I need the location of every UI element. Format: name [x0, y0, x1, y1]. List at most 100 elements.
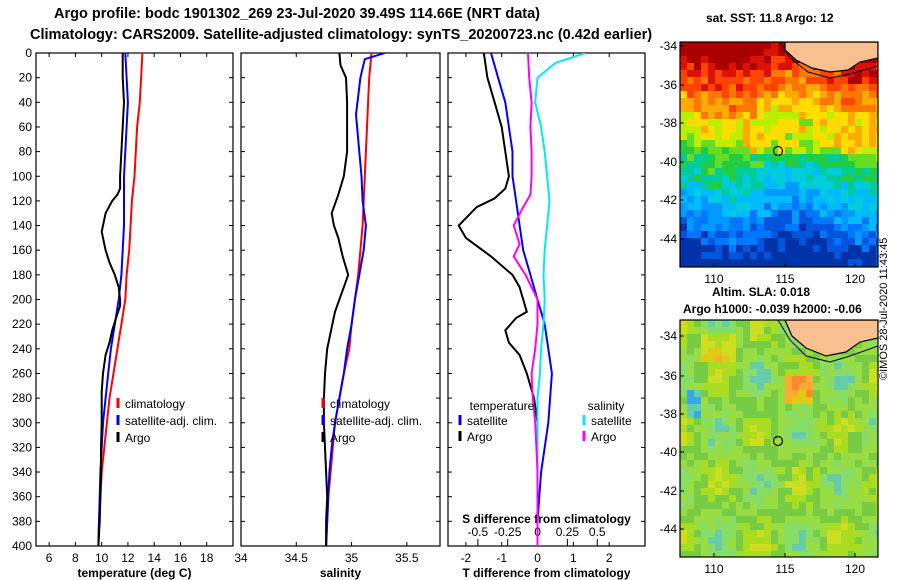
lat-tick-label: -36 [660, 369, 678, 383]
lon-tick-label: 120 [845, 272, 865, 286]
argo-position-marker [772, 435, 784, 447]
sst-map-title: sat. SST: 11.8 Argo: 12 [706, 11, 834, 25]
panel-temperature: 0 20 40 60 80 100 120 140 160 180 200 220 240 260 280 3… [12, 46, 234, 580]
x-tick-label: 8 [72, 551, 79, 565]
sla-map-field [680, 320, 878, 557]
legend-label: Argo [330, 431, 356, 445]
depth-tick-label: 180 [12, 268, 32, 282]
lon-tick-label: 110 [704, 562, 723, 576]
x-axis-label: salinity [320, 566, 362, 580]
x-tick-label: 14 [148, 551, 162, 565]
panel-salinity: 34 34.5 35 35.5 salinity climatology satellite… [234, 52, 441, 580]
x-tick-label: 2 [606, 551, 613, 565]
x-tick-label: 6 [46, 551, 53, 565]
depth-tick-label: 240 [12, 342, 32, 356]
sla-argo-heights: Argo h1000: -0.039 h2000: -0.06 [683, 302, 862, 316]
lon-tick-label: 120 [845, 562, 865, 576]
lat-tick-label: -38 [660, 116, 678, 130]
land-mass [784, 320, 878, 357]
s-tick-label: -0.25 [494, 525, 522, 539]
lat-tick-label: -36 [660, 78, 678, 92]
legend-group-title: salinity [588, 399, 625, 413]
depth-tick-label: 200 [12, 293, 32, 307]
x-tick-label: -2 [461, 551, 472, 565]
series-line-argo [97, 53, 126, 546]
plot-frame-difference [447, 52, 646, 547]
lat-tick-label: -40 [660, 445, 678, 459]
depth-contour [779, 42, 878, 79]
depth-tick-label: 320 [12, 440, 32, 454]
depth-tick-label: 220 [12, 317, 32, 331]
depth-tick-label: 40 [19, 95, 33, 109]
series-line-salinity-satellite [534, 53, 586, 546]
series-line-argo [322, 53, 350, 546]
legend-label: satellite [467, 414, 508, 428]
depth-tick-label: 400 [12, 539, 32, 553]
legend-label: satellite-adj. clim. [125, 414, 217, 428]
lat-tick-label: -34 [660, 329, 678, 343]
x-tick-label: 35.5 [395, 551, 419, 565]
map-frame [679, 41, 879, 268]
lat-tick-label: -40 [660, 155, 678, 169]
x-tick-label: 10 [95, 551, 109, 565]
depth-tick-label: 120 [12, 194, 32, 208]
land-mass [784, 42, 878, 73]
lat-tick-label: -38 [660, 407, 678, 421]
legend-label: climatology [330, 397, 390, 411]
lon-tick-label: 115 [775, 272, 794, 286]
x-tick-label: 12 [121, 551, 135, 565]
depth-tick-label: 100 [12, 169, 32, 183]
series-line-satellite-adj-clim- [325, 53, 385, 546]
series-line-climatology [97, 53, 144, 546]
depth-tick-label: 360 [12, 490, 32, 504]
legend-label: Argo [467, 430, 493, 444]
legend-label: Argo [125, 431, 151, 445]
lat-tick-label: -42 [660, 193, 678, 207]
depth-tick-label: 280 [12, 391, 32, 405]
series-group [97, 53, 144, 546]
s-tick-label: -0.5 [468, 525, 489, 539]
sst-map: -34 -36 -38 -40 -42 -44 110 115 120 [660, 39, 879, 286]
sst-map-field [680, 42, 878, 267]
series-line-salinity-argo [512, 53, 539, 546]
legend-label: satellite [591, 414, 632, 428]
x-tick-label: -1 [496, 551, 507, 565]
s-axis-label: S difference from climatology [462, 512, 631, 526]
lat-tick-label: -42 [660, 484, 678, 498]
plot-frame-salinity [240, 52, 441, 547]
lat-tick-label: -44 [660, 522, 678, 536]
s-tick-label: 0.25 [556, 525, 580, 539]
panel-difference: -2 -1 0 1 2T difference from climatology -0.5… [447, 52, 646, 580]
map-frame [679, 319, 879, 558]
x-axis-label: temperature (deg C) [77, 566, 191, 580]
x-tick-label: 35 [345, 551, 359, 565]
legend-group-title: temperature [470, 399, 535, 413]
depth-tick-label: 140 [12, 219, 32, 233]
lat-tick-label: -44 [660, 232, 678, 246]
x-tick-label: 18 [200, 551, 214, 565]
plot-frame-temperature [35, 52, 234, 547]
legend-label: satellite-adj. clim. [330, 414, 422, 428]
depth-tick-label: 0 [25, 46, 32, 60]
figure-title-line1: Argo profile: bodc 1901302_269 23-Jul-20… [54, 6, 540, 22]
depth-tick-label: 160 [12, 243, 32, 257]
s-tick-label: 0.5 [589, 525, 606, 539]
x-tick-label: 34 [234, 551, 248, 565]
x-tick-label: 34.5 [285, 551, 309, 565]
depth-tick-label: 80 [19, 145, 33, 159]
legend-label: climatology [125, 397, 185, 411]
series-group [457, 53, 586, 546]
depth-tick-label: 60 [19, 120, 33, 134]
depth-contour [777, 320, 878, 363]
x-tick-label: 16 [174, 551, 188, 565]
argo-position-marker [772, 145, 784, 157]
lat-tick-label: -34 [660, 39, 678, 53]
sla-map: -34 -36 -38 -40 -42 -44 110 115 120 [660, 319, 879, 576]
depth-tick-label: 300 [12, 416, 32, 430]
depth-tick-label: 380 [12, 514, 32, 528]
sla-map-title: Altim. SLA: 0.018 [712, 285, 811, 299]
x-tick-label: 1 [570, 551, 577, 565]
lon-tick-label: 115 [775, 562, 794, 576]
depth-tick-label: 260 [12, 366, 32, 380]
